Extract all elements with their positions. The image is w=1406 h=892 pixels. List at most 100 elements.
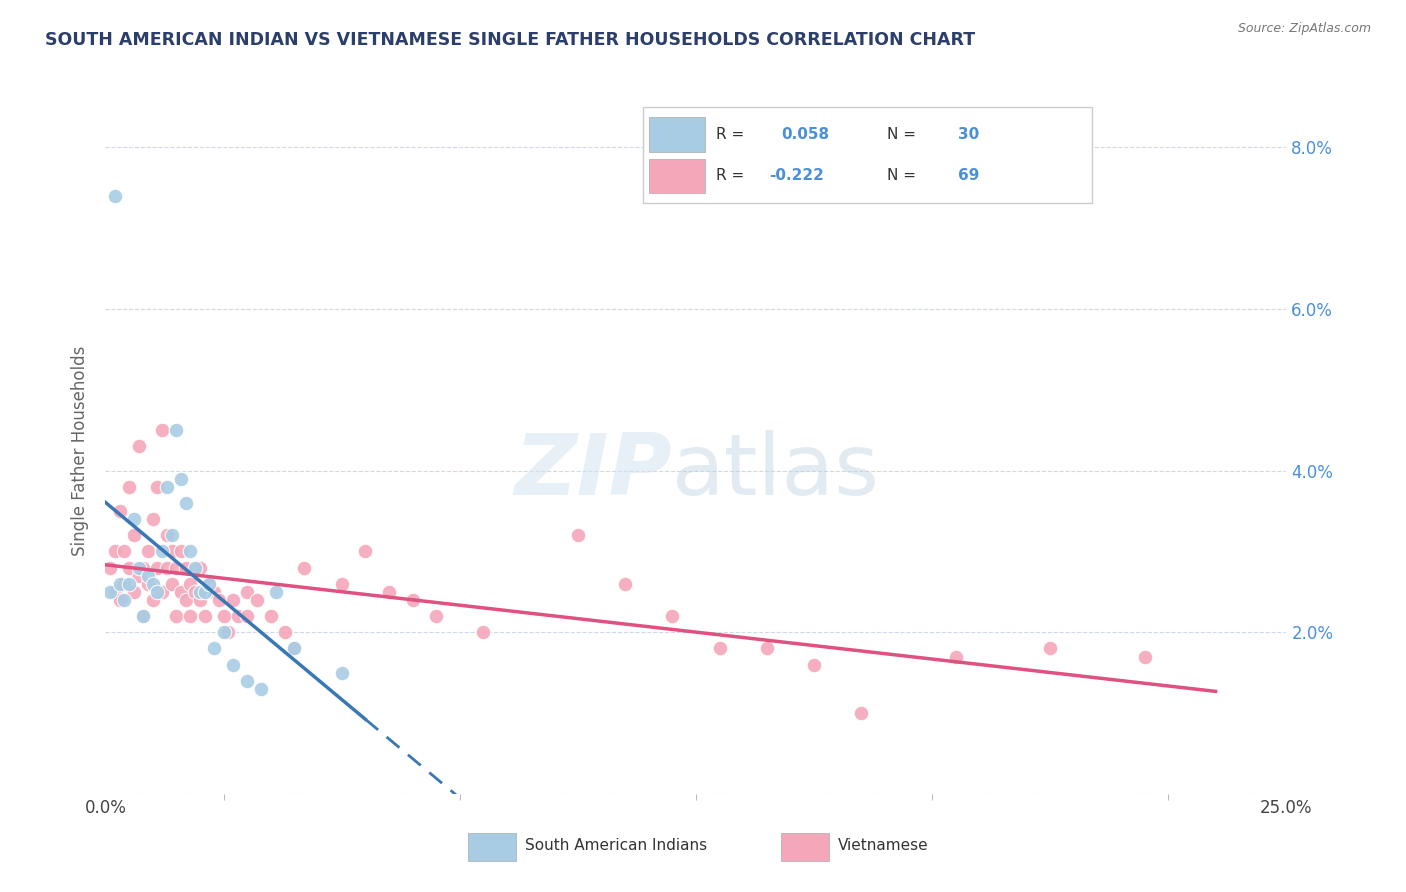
Point (136, 544, 159, 558)
Point (401, 593, 423, 607)
Point (803, 657, 825, 672)
Point (174, 560, 197, 574)
Point (260, 609, 283, 624)
Point (108, 504, 131, 518)
Y-axis label: Single Father Households: Single Father Households (72, 345, 90, 556)
Point (184, 585, 207, 599)
Point (208, 593, 231, 607)
Point (165, 609, 187, 624)
Text: South American Indians: South American Indians (524, 838, 707, 853)
Point (222, 657, 245, 672)
Point (194, 585, 217, 599)
Text: 69: 69 (957, 169, 980, 183)
Text: atlas: atlas (672, 430, 880, 513)
Point (472, 625, 495, 640)
Point (202, 585, 225, 599)
Point (188, 585, 211, 599)
Point (150, 544, 173, 558)
Point (146, 560, 169, 574)
Point (150, 423, 173, 437)
Point (146, 480, 169, 494)
FancyBboxPatch shape (468, 833, 516, 861)
Point (188, 560, 211, 574)
Point (755, 641, 778, 656)
Point (236, 609, 259, 624)
Point (122, 585, 145, 599)
Point (112, 544, 135, 558)
Text: R =: R = (716, 127, 749, 142)
Point (217, 625, 239, 640)
Point (98, 585, 121, 599)
Point (170, 472, 193, 486)
Point (150, 585, 173, 599)
Point (108, 593, 131, 607)
Text: ZIP: ZIP (515, 430, 672, 513)
Point (198, 576, 221, 591)
Point (104, 585, 127, 599)
Point (236, 673, 259, 688)
Point (945, 649, 967, 664)
Point (378, 585, 401, 599)
Text: N =: N = (887, 127, 921, 142)
Point (851, 706, 873, 720)
Point (156, 560, 179, 574)
Point (212, 625, 235, 640)
Point (160, 528, 183, 542)
Point (160, 544, 183, 558)
Point (142, 512, 165, 526)
Point (98, 560, 121, 574)
Point (104, 189, 127, 203)
Point (146, 585, 169, 599)
FancyBboxPatch shape (648, 118, 706, 152)
Point (614, 576, 637, 591)
Point (128, 560, 150, 574)
Point (165, 560, 187, 574)
Point (188, 593, 211, 607)
Point (661, 609, 683, 624)
Point (122, 528, 145, 542)
Point (174, 593, 197, 607)
Point (330, 665, 353, 680)
Point (354, 544, 377, 558)
Point (108, 576, 131, 591)
Point (179, 576, 201, 591)
Point (330, 576, 353, 591)
Point (709, 641, 731, 656)
Point (198, 576, 221, 591)
Point (292, 560, 315, 574)
Point (156, 480, 179, 494)
Point (136, 576, 159, 591)
Point (112, 593, 135, 607)
Text: Source: ZipAtlas.com: Source: ZipAtlas.com (1237, 22, 1371, 36)
Text: -0.222: -0.222 (769, 169, 824, 183)
Point (122, 512, 145, 526)
Point (246, 593, 269, 607)
Point (174, 496, 197, 510)
Text: R =: R = (716, 169, 749, 183)
FancyBboxPatch shape (648, 159, 706, 193)
Point (160, 576, 183, 591)
Point (236, 585, 259, 599)
Point (170, 544, 193, 558)
Point (567, 528, 589, 542)
Text: 0.058: 0.058 (780, 127, 830, 142)
Point (112, 576, 135, 591)
Point (179, 544, 201, 558)
Point (274, 625, 297, 640)
Point (179, 609, 201, 624)
Point (425, 609, 447, 624)
Point (165, 423, 187, 437)
Point (132, 560, 155, 574)
Text: Vietnamese: Vietnamese (838, 838, 928, 853)
Point (142, 576, 165, 591)
Point (118, 480, 141, 494)
Point (1039, 641, 1062, 656)
Point (142, 593, 165, 607)
Point (283, 641, 305, 656)
Point (226, 609, 249, 624)
Point (250, 681, 273, 696)
Text: SOUTH AMERICAN INDIAN VS VIETNAMESE SINGLE FATHER HOUSEHOLDS CORRELATION CHART: SOUTH AMERICAN INDIAN VS VIETNAMESE SING… (45, 31, 976, 49)
Point (104, 544, 127, 558)
Point (118, 576, 141, 591)
Point (128, 568, 150, 582)
